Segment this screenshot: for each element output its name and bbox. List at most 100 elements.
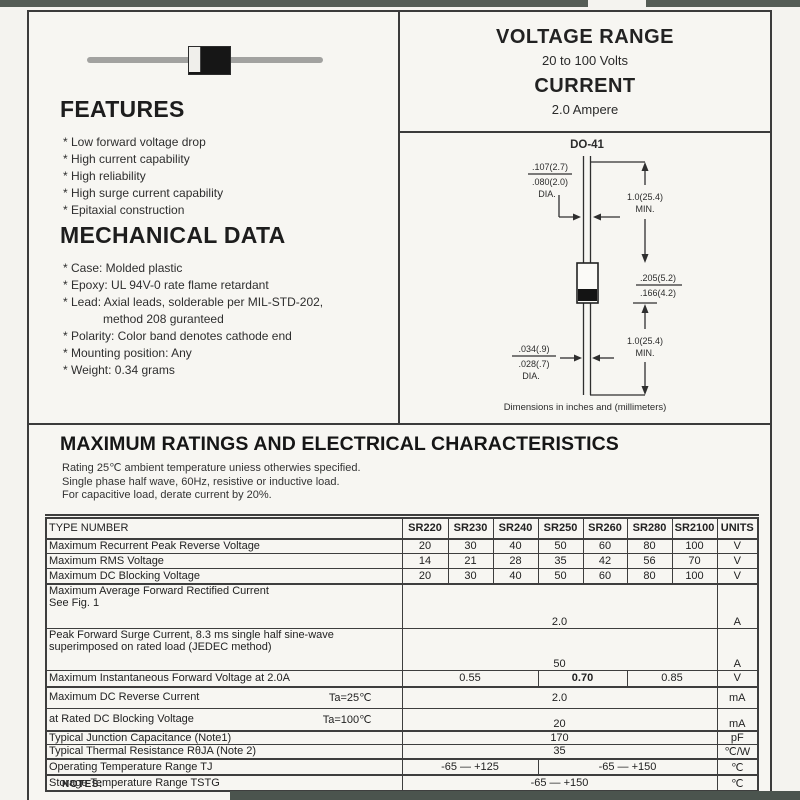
cell-value: 50 bbox=[537, 568, 584, 585]
row-label-line2: superimposed on rated load (JEDEC method… bbox=[49, 641, 272, 653]
cell-value-span: -65 — +125 bbox=[401, 758, 539, 776]
cell-value: 20 bbox=[401, 568, 449, 585]
cell-value: 80 bbox=[626, 538, 673, 554]
mechanical-item-continuation: method 208 guranteed bbox=[103, 312, 224, 326]
cell-value: 60 bbox=[582, 568, 628, 585]
cell-value: 35 bbox=[537, 553, 584, 569]
cell-value: 50 bbox=[537, 538, 584, 554]
arrow-down-icon bbox=[641, 386, 649, 395]
table-row: Maximum Average Forward Rectified Curren… bbox=[45, 583, 759, 629]
top-dia-max: .107(2.7) bbox=[532, 162, 568, 172]
photo-top-strip bbox=[0, 0, 800, 7]
dimension-ticks bbox=[590, 161, 645, 396]
package-name: DO-41 bbox=[570, 139, 604, 151]
photo-top-strip-gap bbox=[588, 0, 646, 7]
row-label: Maximum Instantaneous Forward Voltage at… bbox=[45, 670, 403, 688]
cell-value-span: 2.0 bbox=[401, 686, 718, 709]
row-label: Operating Temperature Range TJ bbox=[45, 758, 403, 776]
header-sr230: SR230 bbox=[447, 516, 494, 540]
body-length-min: .166(4.2) bbox=[640, 288, 676, 298]
header-sr280: SR280 bbox=[626, 516, 673, 540]
table-row: Maximum Instantaneous Forward Voltage at… bbox=[45, 670, 759, 688]
ratings-title: MAXIMUM RATINGS AND ELECTRICAL CHARACTER… bbox=[60, 433, 619, 455]
row-label: Typical Thermal Resistance RθJA (Note 2) bbox=[45, 743, 403, 760]
cell-unit: pF bbox=[716, 730, 759, 745]
header-sr220: SR220 bbox=[401, 516, 449, 540]
cell-value: 60 bbox=[582, 538, 628, 554]
cell-value-span: 0.70 bbox=[537, 670, 628, 688]
top-lead-length: 1.0(25.4) bbox=[627, 192, 663, 202]
row-label-text: Maximum DC Reverse Current bbox=[49, 691, 200, 704]
table-row: Operating Temperature Range TJ -65 — +12… bbox=[45, 758, 759, 776]
row-label: Storage Temperature Range TSTG bbox=[45, 774, 403, 792]
cell-value-span: 50 bbox=[401, 628, 718, 671]
top-dia-min: .080(2.0) bbox=[532, 177, 568, 187]
cell-value-span: 35 bbox=[401, 743, 718, 760]
row-condition: Ta=25℃ bbox=[328, 692, 372, 705]
mechanical-item: * Weight: 0.34 grams bbox=[63, 363, 175, 377]
cell-unit: ℃/W bbox=[716, 743, 759, 760]
row-label: Maximum Recurrent Peak Reverse Voltage bbox=[45, 538, 403, 554]
mechanical-data-title: MECHANICAL DATA bbox=[60, 222, 286, 248]
cell-unit: mA bbox=[716, 686, 759, 709]
arrow-up-icon bbox=[641, 304, 649, 313]
notes-label: NOTES: bbox=[62, 779, 103, 790]
photo-bottom-strip bbox=[230, 791, 800, 800]
cell-value: 40 bbox=[492, 538, 539, 554]
table-header-row: TYPE NUMBER SR220 SR230 SR240 SR250 SR26… bbox=[45, 516, 759, 540]
bottom-dia-label: DIA. bbox=[522, 371, 540, 381]
voltage-range-value: 20 to 100 Volts bbox=[541, 53, 628, 68]
cell-unit: V bbox=[716, 538, 759, 554]
table-row: Peak Forward Surge Current, 8.3 ms singl… bbox=[45, 628, 759, 671]
bottom-dia-min: .028(.7) bbox=[518, 359, 549, 369]
cell-value-span: 170 bbox=[401, 730, 718, 745]
cell-value-span: 20 bbox=[401, 708, 718, 732]
table-row: Maximum DC Reverse Current Ta=25℃ 2.0 mA bbox=[45, 686, 759, 709]
condition-line: For capacitive load, derate current by 2… bbox=[62, 489, 272, 501]
feature-item: * High surge current capability bbox=[63, 186, 224, 200]
features-panel: FEATURES * Low forward voltage drop * Hi… bbox=[27, 10, 400, 425]
ratings-conditions: Rating 25℃ ambient temperature uniess ot… bbox=[62, 462, 361, 503]
cell-value: 30 bbox=[447, 568, 494, 585]
arrow-up-icon bbox=[641, 162, 649, 171]
feature-item: * Epitaxial construction bbox=[63, 203, 185, 217]
diode-cathode-band bbox=[189, 47, 201, 72]
cell-unit: mA bbox=[716, 708, 759, 732]
cell-value-span: 2.0 bbox=[401, 583, 718, 629]
cell-value: 20 bbox=[401, 538, 449, 554]
row-label: Maximum RMS Voltage bbox=[45, 553, 403, 569]
bottom-lead-length: 1.0(25.4) bbox=[627, 336, 663, 346]
cell-value: 100 bbox=[671, 568, 718, 585]
header-sr250: SR250 bbox=[537, 516, 584, 540]
mechanical-item: * Lead: Axial leads, solderable per MIL-… bbox=[63, 295, 324, 309]
cell-unit: ℃ bbox=[716, 774, 759, 792]
cell-value-span: 0.55 bbox=[401, 670, 539, 688]
cell-value: 28 bbox=[492, 553, 539, 569]
feature-item: * Low forward voltage drop bbox=[63, 135, 206, 149]
cell-unit: ℃ bbox=[716, 758, 759, 776]
table-row: at Rated DC Blocking Voltage Ta=100℃ 20 … bbox=[45, 708, 759, 732]
mechanical-item: * Epoxy: UL 94V-0 rate flame retardant bbox=[63, 278, 269, 292]
table-row: Maximum DC Blocking Voltage 20 30 40 50 … bbox=[45, 568, 759, 585]
arrow-right-icon bbox=[573, 213, 581, 221]
body-length-max: .205(5.2) bbox=[640, 273, 676, 283]
mechanical-item: * Case: Molded plastic bbox=[63, 261, 183, 275]
cell-value: 100 bbox=[671, 538, 718, 554]
table-row: Maximum Recurrent Peak Reverse Voltage 2… bbox=[45, 538, 759, 554]
row-label: Maximum DC Blocking Voltage bbox=[45, 568, 403, 585]
dim-elbow bbox=[558, 195, 573, 218]
row-condition: Ta=100℃ bbox=[322, 713, 372, 726]
mechanical-item: * Polarity: Color band denotes cathode e… bbox=[63, 329, 292, 343]
row-label: Maximum Average Forward Rectified Curren… bbox=[45, 583, 403, 629]
arrow-left-icon bbox=[593, 213, 601, 221]
cell-value: 21 bbox=[447, 553, 494, 569]
top-dia-label: DIA. bbox=[538, 189, 556, 199]
ratings-section: MAXIMUM RATINGS AND ELECTRICAL CHARACTER… bbox=[27, 425, 772, 800]
header-units: UNITS bbox=[716, 516, 759, 540]
bottom-lead-min: MIN. bbox=[636, 348, 655, 358]
cell-unit: V bbox=[716, 568, 759, 585]
voltage-range-panel: VOLTAGE RANGE 20 to 100 Volts CURRENT 2.… bbox=[398, 10, 772, 133]
cell-value: 42 bbox=[582, 553, 628, 569]
features-title: FEATURES bbox=[60, 96, 185, 122]
arrow-right-icon bbox=[574, 354, 582, 362]
